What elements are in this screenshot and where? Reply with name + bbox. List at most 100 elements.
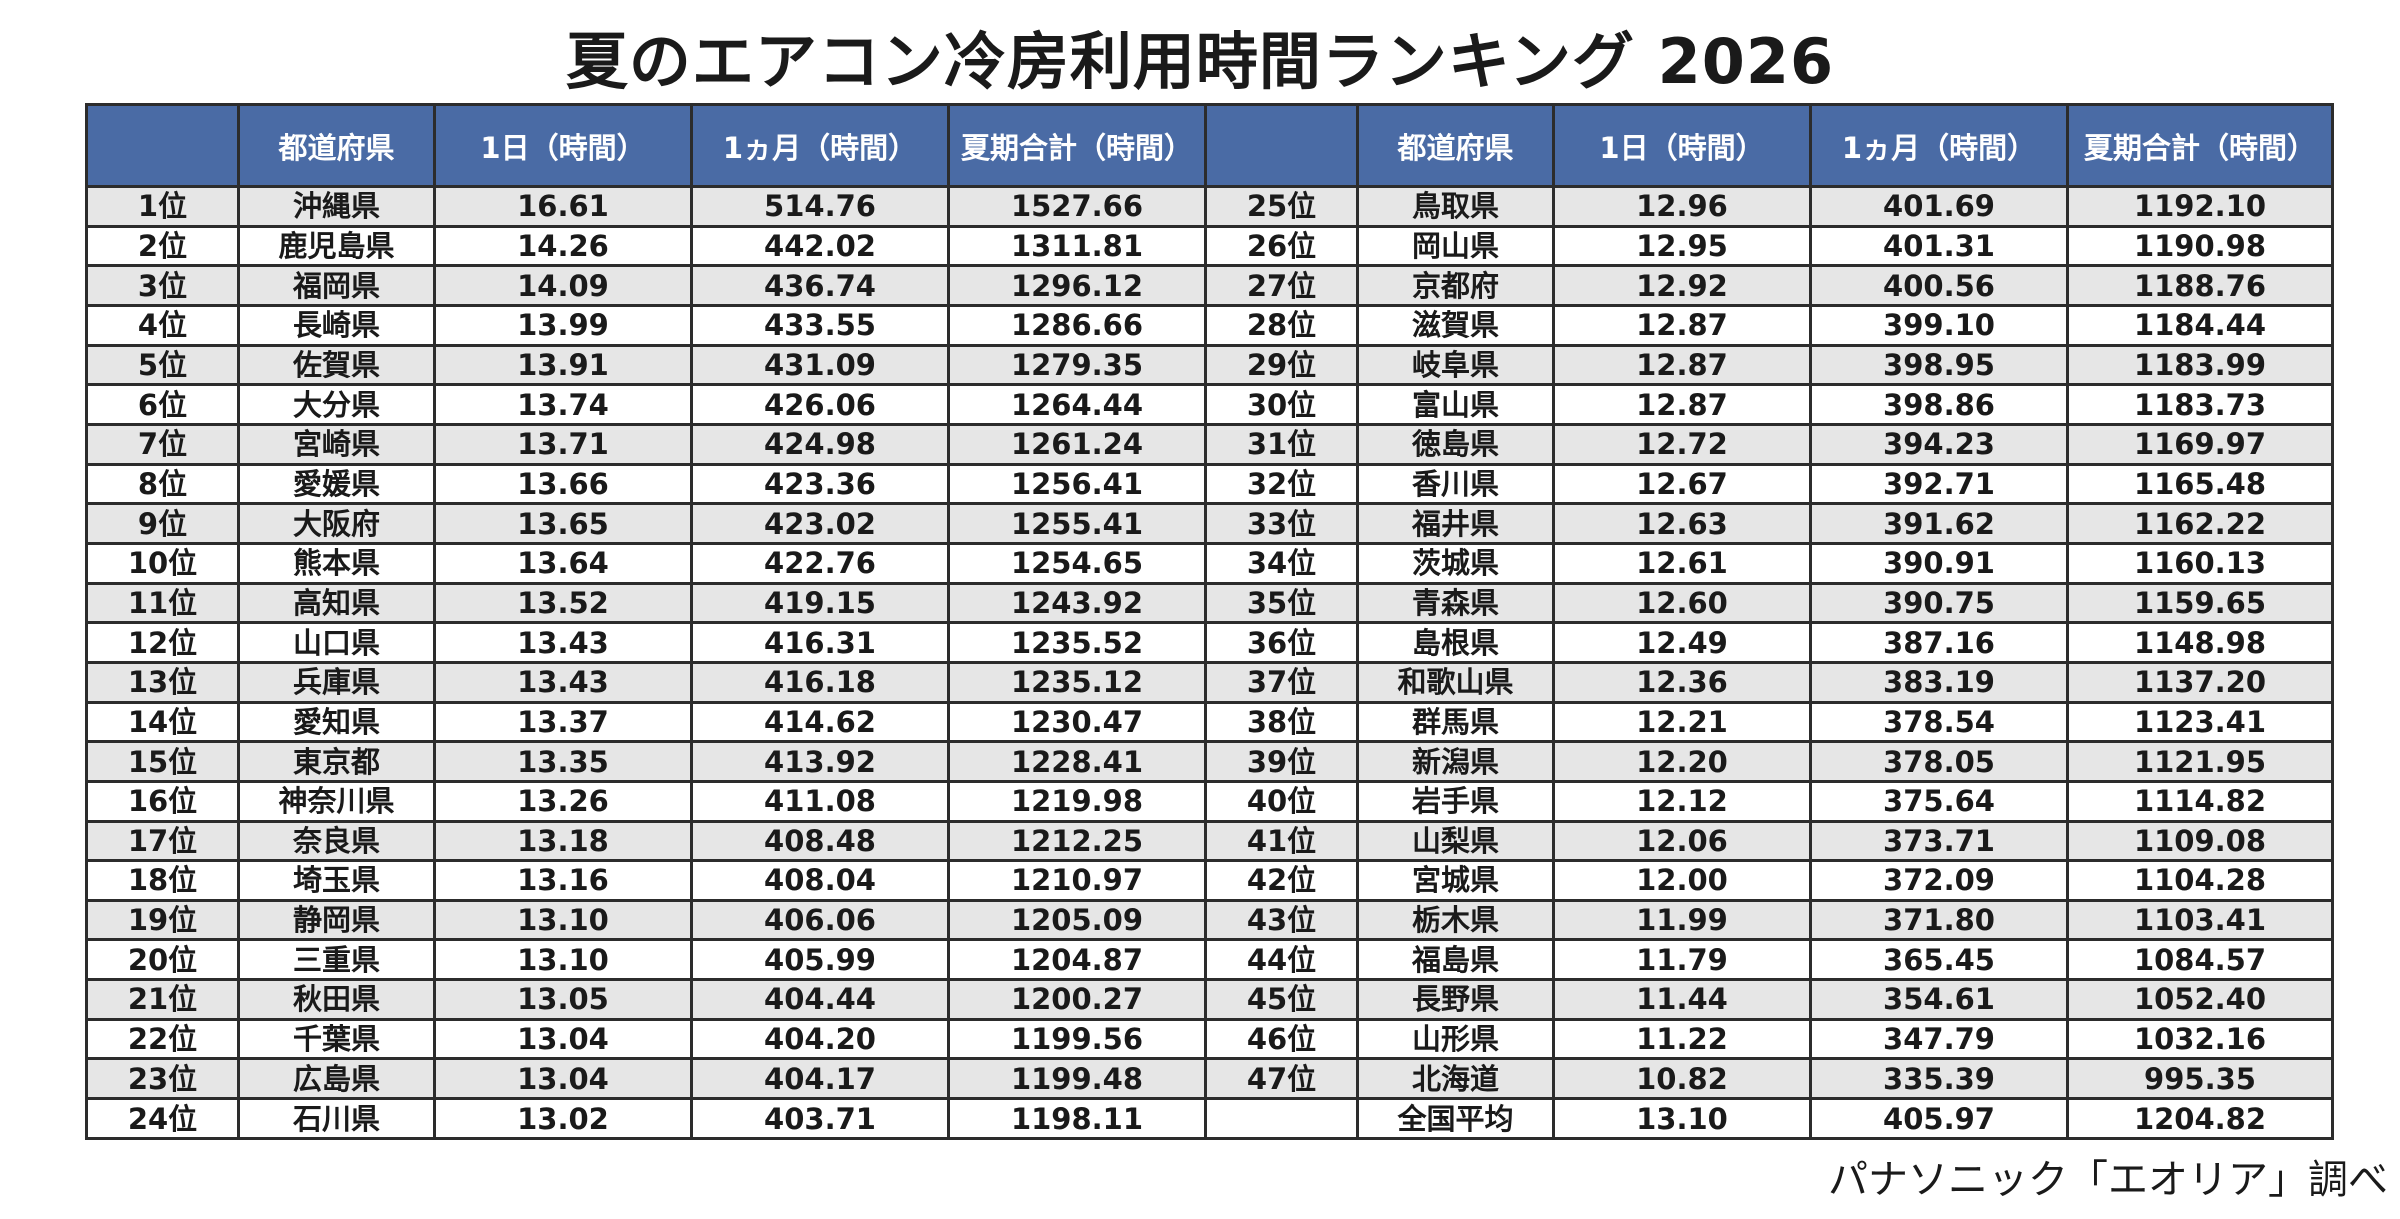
monthly-hours-cell: 413.92 xyxy=(690,740,950,783)
prefecture-cell: 長野県 xyxy=(1356,978,1555,1021)
summer-total-cell: 1296.12 xyxy=(947,264,1207,307)
rank-cell: 13位 xyxy=(85,660,240,704)
prefecture-cell: 青森県 xyxy=(1356,581,1555,625)
monthly-hours-cell: 411.08 xyxy=(690,779,950,823)
prefecture-cell: 鹿児島県 xyxy=(237,224,436,268)
monthly-hours-cell: 404.17 xyxy=(690,1057,950,1101)
prefecture-cell: 富山県 xyxy=(1356,383,1555,426)
table-row: 5位 佐賀県 13.91 431.09 1279.35 29位 岐阜県 12.87 398.95… xyxy=(85,343,2334,387)
prefecture-cell: 広島県 xyxy=(237,1057,436,1101)
daily-hours-cell: 12.92 xyxy=(1552,264,1812,307)
rank-cell: 14位 xyxy=(85,700,240,744)
daily-hours-cell: 12.00 xyxy=(1552,859,1812,902)
monthly-hours-cell: 404.20 xyxy=(690,1017,950,1061)
daily-hours-cell: 13.91 xyxy=(433,343,693,387)
prefecture-cell: 兵庫県 xyxy=(237,660,436,704)
rank-cell: 35位 xyxy=(1204,581,1359,625)
ranking-table: 都道府県 1日（時間） 1ヵ月（時間） 夏期合計（時間） 都道府県 1日（時間）… xyxy=(85,103,2334,1140)
rank-cell: 26位 xyxy=(1204,224,1359,268)
table-row: 18位 埼玉県 13.16 408.04 1210.97 42位 宮城県 12.00 372.0… xyxy=(85,859,2334,902)
monthly-hours-cell: 372.09 xyxy=(1809,859,2069,902)
rank-cell: 16位 xyxy=(85,779,240,823)
prefecture-cell: 香川県 xyxy=(1356,462,1555,506)
summer-total-cell: 1199.48 xyxy=(947,1057,1207,1101)
summer-total-cell: 1169.97 xyxy=(2066,422,2334,466)
rank-cell: 28位 xyxy=(1204,303,1359,347)
summer-total-cell: 1123.41 xyxy=(2066,700,2334,744)
prefecture-cell: 岩手県 xyxy=(1356,779,1555,823)
rank-cell: 22位 xyxy=(85,1017,240,1061)
rank-cell: 12位 xyxy=(85,621,240,664)
summer-total-cell: 1527.66 xyxy=(947,185,1207,228)
monthly-hours-cell: 373.71 xyxy=(1809,819,2069,863)
table-row: 1位 沖縄県 16.61 514.76 1527.66 25位 鳥取県 12.96 401.69… xyxy=(85,185,2334,228)
monthly-hours-cell: 401.69 xyxy=(1809,185,2069,228)
rank-cell: 36位 xyxy=(1204,621,1359,664)
prefecture-cell: 滋賀県 xyxy=(1356,303,1555,347)
summer-total-cell: 1212.25 xyxy=(947,819,1207,863)
table-row: 15位 東京都 13.35 413.92 1228.41 39位 新潟県 12.20 378.0… xyxy=(85,740,2334,783)
rank-cell: 11位 xyxy=(85,581,240,625)
monthly-hours-cell: 424.98 xyxy=(690,422,950,466)
prefecture-cell: 千葉県 xyxy=(237,1017,436,1061)
monthly-hours-cell: 391.62 xyxy=(1809,502,2069,545)
daily-hours-cell: 12.49 xyxy=(1552,621,1812,664)
monthly-hours-cell: 390.75 xyxy=(1809,581,2069,625)
summer-total-cell: 1230.47 xyxy=(947,700,1207,744)
prefecture-cell: 鳥取県 xyxy=(1356,185,1555,228)
prefecture-cell: 島根県 xyxy=(1356,621,1555,664)
daily-hours-cell: 12.63 xyxy=(1552,502,1812,545)
daily-hours-cell: 13.52 xyxy=(433,581,693,625)
monthly-hours-cell: 401.31 xyxy=(1809,224,2069,268)
table-row: 7位 宮崎県 13.71 424.98 1261.24 31位 徳島県 12.72 394.23… xyxy=(85,422,2334,466)
rank-cell: 27位 xyxy=(1204,264,1359,307)
monthly-hours-cell: 406.06 xyxy=(690,898,950,942)
monthly-hours-cell: 431.09 xyxy=(690,343,950,387)
daily-hours-cell: 13.04 xyxy=(433,1017,693,1061)
table-row: 4位 長崎県 13.99 433.55 1286.66 28位 滋賀県 12.87 399.10… xyxy=(85,303,2334,347)
monthly-hours-cell: 405.99 xyxy=(690,938,950,982)
prefecture-cell: 石川県 xyxy=(237,1097,436,1140)
daily-hours-cell: 10.82 xyxy=(1552,1057,1812,1101)
daily-hours-cell: 13.43 xyxy=(433,621,693,664)
monthly-hours-cell: 416.31 xyxy=(690,621,950,664)
rank-cell: 6位 xyxy=(85,383,240,426)
rank-cell: 17位 xyxy=(85,819,240,863)
prefecture-cell: 山梨県 xyxy=(1356,819,1555,863)
prefecture-cell: 和歌山県 xyxy=(1356,660,1555,704)
rank-cell: 1位 xyxy=(85,185,240,228)
prefecture-cell: 福井県 xyxy=(1356,502,1555,545)
table-row: 11位 高知県 13.52 419.15 1243.92 35位 青森県 12.60 390.7… xyxy=(85,581,2334,625)
header-rank-right xyxy=(1204,103,1359,188)
prefecture-cell: 静岡県 xyxy=(237,898,436,942)
summer-total-cell: 1243.92 xyxy=(947,581,1207,625)
prefecture-cell: 秋田県 xyxy=(237,978,436,1021)
table-row: 6位 大分県 13.74 426.06 1264.44 30位 富山県 12.87 398.86… xyxy=(85,383,2334,426)
rank-cell: 40位 xyxy=(1204,779,1359,823)
daily-hours-cell: 12.72 xyxy=(1552,422,1812,466)
prefecture-cell: 神奈川県 xyxy=(237,779,436,823)
summer-total-cell: 1204.87 xyxy=(947,938,1207,982)
daily-hours-cell: 12.67 xyxy=(1552,462,1812,506)
summer-total-cell: 1286.66 xyxy=(947,303,1207,347)
header-monthly-left: 1ヵ月（時間） xyxy=(690,103,950,188)
summer-total-cell: 1148.98 xyxy=(2066,621,2334,664)
table-row: 17位 奈良県 13.18 408.48 1212.25 41位 山梨県 12.06 373.7… xyxy=(85,819,2334,863)
summer-total-cell: 1114.82 xyxy=(2066,779,2334,823)
rank-cell: 33位 xyxy=(1204,502,1359,545)
monthly-hours-cell: 426.06 xyxy=(690,383,950,426)
summer-total-cell: 1256.41 xyxy=(947,462,1207,506)
daily-hours-cell: 13.43 xyxy=(433,660,693,704)
prefecture-cell: 長崎県 xyxy=(237,303,436,347)
prefecture-cell: 高知県 xyxy=(237,581,436,625)
monthly-hours-cell: 423.36 xyxy=(690,462,950,506)
monthly-hours-cell: 371.80 xyxy=(1809,898,2069,942)
rank-cell: 20位 xyxy=(85,938,240,982)
rank-cell: 32位 xyxy=(1204,462,1359,506)
prefecture-cell: 新潟県 xyxy=(1356,740,1555,783)
daily-hours-cell: 12.20 xyxy=(1552,740,1812,783)
monthly-hours-cell: 390.91 xyxy=(1809,541,2069,585)
daily-hours-cell: 13.64 xyxy=(433,541,693,585)
header-summer-total-right: 夏期合計（時間） xyxy=(2066,103,2334,188)
header-daily-right: 1日（時間） xyxy=(1552,103,1812,188)
